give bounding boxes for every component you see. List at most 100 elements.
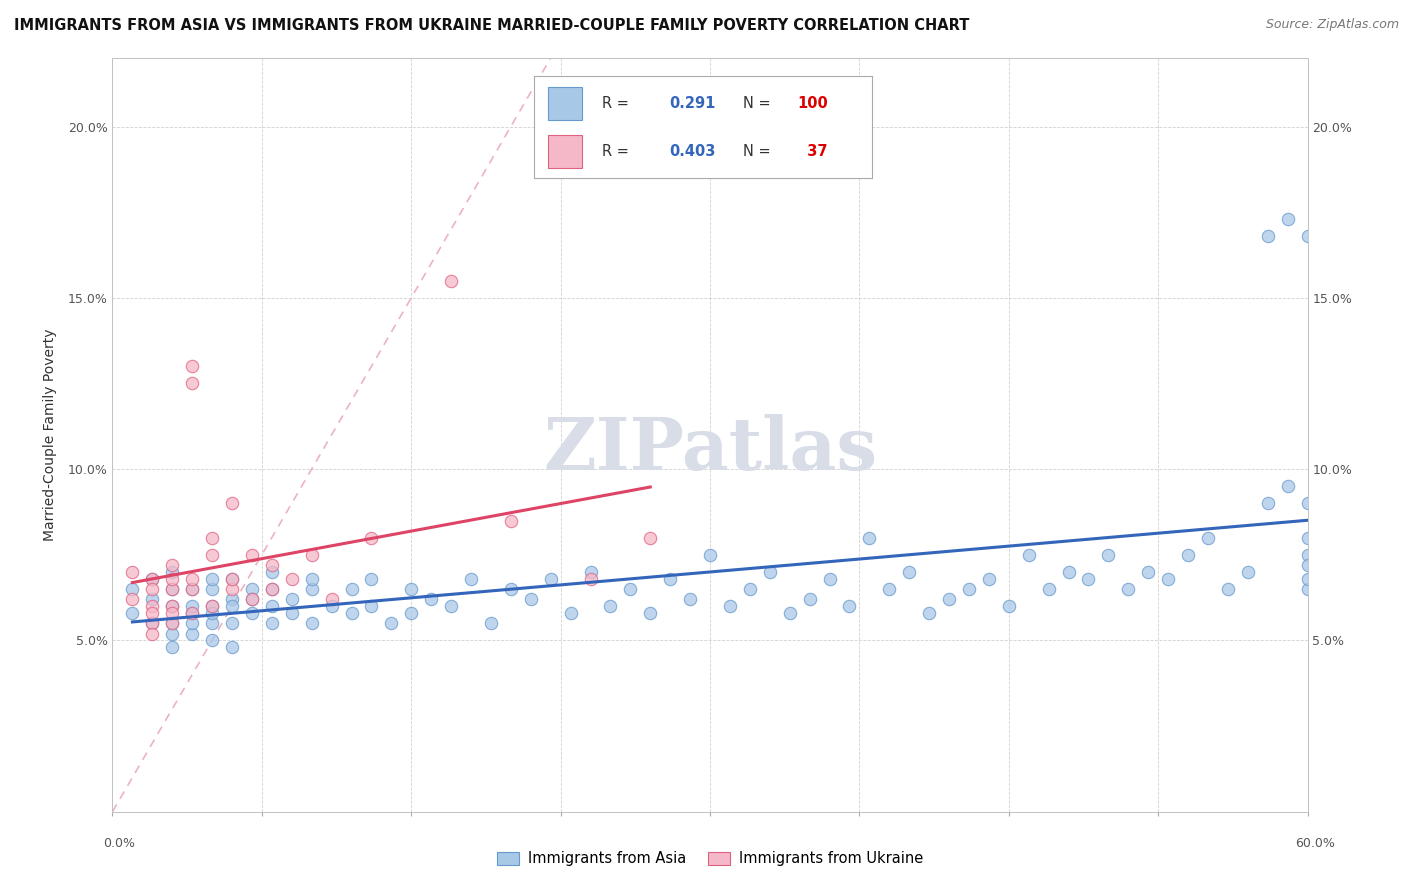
Point	[401, 582, 423, 596]
Point	[1257, 229, 1279, 244]
Point	[141, 616, 163, 631]
Point	[221, 599, 243, 614]
Point	[181, 582, 204, 596]
Text: R =: R =	[602, 145, 628, 160]
Point	[162, 582, 183, 596]
Point	[162, 599, 183, 614]
Text: R =: R =	[602, 96, 628, 111]
Point	[779, 606, 801, 620]
Point	[360, 572, 382, 586]
Point	[340, 582, 363, 596]
Point	[1038, 582, 1060, 596]
Point	[1237, 565, 1260, 579]
Point	[260, 582, 283, 596]
Point	[1277, 479, 1299, 493]
Point	[1296, 229, 1319, 244]
Point	[759, 565, 782, 579]
Point	[718, 599, 741, 614]
Point	[162, 626, 183, 640]
Point	[1097, 548, 1119, 562]
Point	[1296, 558, 1319, 572]
Point	[181, 376, 204, 391]
Point	[201, 582, 224, 596]
Point	[240, 606, 263, 620]
Point	[579, 565, 602, 579]
Point	[201, 599, 224, 614]
Point	[162, 616, 183, 631]
Point	[301, 582, 323, 596]
Point	[162, 582, 183, 596]
Point	[560, 606, 582, 620]
Point	[201, 606, 224, 620]
Point	[460, 572, 482, 586]
Point	[301, 548, 323, 562]
Point	[221, 572, 243, 586]
Point	[1157, 572, 1180, 586]
Point	[240, 592, 263, 607]
Point	[738, 582, 761, 596]
Point	[321, 592, 343, 607]
Point	[540, 572, 562, 586]
Point	[240, 582, 263, 596]
Point	[181, 626, 204, 640]
Text: ZIPatlas: ZIPatlas	[543, 415, 877, 485]
Y-axis label: Married-Couple Family Poverty: Married-Couple Family Poverty	[42, 328, 56, 541]
Point	[1296, 548, 1319, 562]
Point	[221, 592, 243, 607]
Point	[858, 531, 880, 545]
Point	[301, 572, 323, 586]
Point	[918, 606, 941, 620]
Point	[1137, 565, 1160, 579]
Point	[640, 606, 662, 620]
Text: N =: N =	[744, 96, 770, 111]
Point	[1018, 548, 1040, 562]
Point	[281, 606, 304, 620]
Point	[1277, 212, 1299, 227]
Point	[260, 558, 283, 572]
Point	[401, 606, 423, 620]
Point	[479, 616, 502, 631]
Point	[599, 599, 621, 614]
Point	[221, 616, 243, 631]
Point	[579, 572, 602, 586]
Point	[440, 274, 463, 288]
Point	[162, 572, 183, 586]
Point	[1216, 582, 1239, 596]
Point	[260, 565, 283, 579]
Text: 100: 100	[797, 96, 828, 111]
Point	[141, 572, 163, 586]
Text: 37: 37	[797, 145, 828, 160]
Point	[281, 572, 304, 586]
FancyBboxPatch shape	[548, 136, 582, 168]
Point	[181, 599, 204, 614]
Point	[221, 496, 243, 510]
Point	[181, 616, 204, 631]
Point	[1296, 496, 1319, 510]
Text: 60.0%: 60.0%	[1295, 838, 1334, 850]
Point	[240, 592, 263, 607]
Point	[260, 599, 283, 614]
Point	[141, 572, 163, 586]
Point	[240, 548, 263, 562]
Point	[162, 599, 183, 614]
Point	[380, 616, 402, 631]
Point	[141, 582, 163, 596]
Point	[221, 582, 243, 596]
Text: IMMIGRANTS FROM ASIA VS IMMIGRANTS FROM UKRAINE MARRIED-COUPLE FAMILY POVERTY CO: IMMIGRANTS FROM ASIA VS IMMIGRANTS FROM …	[14, 18, 969, 33]
Point	[181, 582, 204, 596]
Point	[141, 592, 163, 607]
Point	[1296, 531, 1319, 545]
Point	[898, 565, 921, 579]
Point	[1296, 582, 1319, 596]
Point	[181, 572, 204, 586]
Point	[818, 572, 841, 586]
Point	[977, 572, 1000, 586]
Point	[499, 514, 522, 528]
Point	[141, 606, 163, 620]
Point	[1118, 582, 1140, 596]
Text: 0.291: 0.291	[669, 96, 716, 111]
Point	[201, 531, 224, 545]
Point	[201, 616, 224, 631]
Point	[499, 582, 522, 596]
Point	[201, 633, 224, 648]
